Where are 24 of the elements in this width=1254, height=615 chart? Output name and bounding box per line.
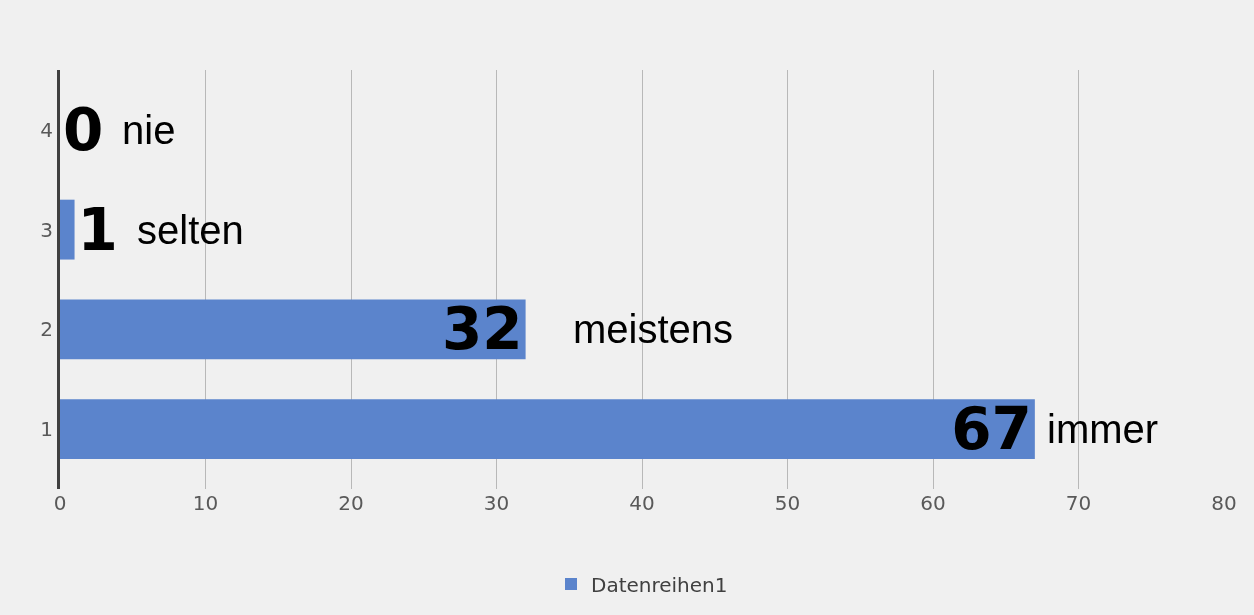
x-tick-label: 20	[338, 491, 364, 515]
x-tick-label: 40	[629, 491, 655, 515]
bar	[60, 199, 75, 260]
x-tick-label: 0	[53, 491, 67, 515]
bar	[60, 299, 526, 360]
annotation: immer	[1047, 407, 1159, 451]
bar	[60, 399, 1035, 460]
annotation: selten	[137, 208, 244, 252]
legend-label: Datenreihen1	[591, 572, 728, 597]
y-tick-label: 3	[40, 217, 53, 242]
data-label: 0	[63, 95, 104, 164]
x-tick-label: 60	[920, 491, 946, 515]
x-tick-label: 30	[483, 491, 510, 515]
data-label: 67	[951, 395, 1032, 464]
y-tick-label: 1	[40, 417, 53, 442]
x-tick-label: 10	[192, 491, 219, 515]
x-tick-label: 80	[1211, 491, 1237, 515]
y-tick-label: 2	[40, 317, 53, 342]
annotation: nie	[122, 108, 176, 152]
x-tick-label: 50	[774, 491, 801, 515]
data-label: 32	[441, 295, 523, 364]
x-tick-label: 70	[1065, 491, 1092, 515]
annotation: meistens	[573, 307, 734, 351]
y-tick-label: 4	[40, 117, 53, 142]
